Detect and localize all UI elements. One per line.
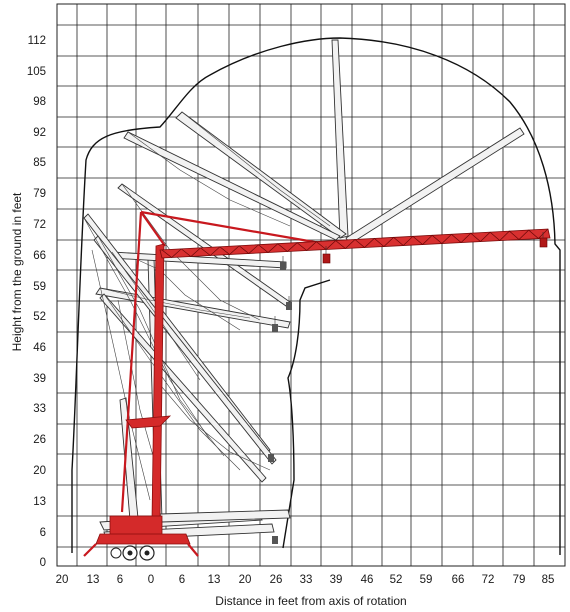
x-tick-label: 59 [420, 574, 433, 586]
y-tick-label: 105 [27, 66, 46, 78]
x-tick-label: 20 [56, 574, 69, 586]
wheels [110, 545, 155, 561]
x-tick-label: 79 [513, 574, 526, 586]
x-tick-label: 13 [87, 574, 100, 586]
red-mast-brace [125, 415, 172, 429]
red-tie-front [140, 211, 166, 247]
y-tick-label: 98 [33, 96, 46, 108]
x-tick-label: 26 [270, 574, 283, 586]
red-jib-truss [161, 228, 549, 258]
jib-low-2 [93, 235, 277, 465]
x-tick-label: 20 [239, 574, 252, 586]
y-tick-label: 112 [28, 35, 46, 47]
y-tick-label: 79 [33, 188, 46, 200]
x-tick-label: 0 [148, 574, 154, 586]
y-tick-label: 0 [40, 557, 46, 569]
y-tick-label: 6 [40, 527, 46, 539]
hook-block-3 [272, 324, 278, 332]
hook-block-2 [286, 302, 292, 310]
highlighted-configuration [83, 210, 551, 557]
x-axis-ticks: 20 13 6 0 6 13 20 26 33 39 46 52 59 66 72 79 85 [56, 574, 555, 586]
y-tick-label: 20 [33, 465, 46, 477]
red-tie-upper [140, 210, 327, 246]
y-tick-label: 13 [33, 496, 46, 508]
x-tick-label: 46 [361, 574, 374, 586]
y-tick-label: 85 [33, 157, 46, 169]
hook-blocks [268, 256, 292, 544]
x-tick-label: 39 [330, 574, 343, 586]
y-tick-label: 26 [33, 434, 46, 446]
x-tick-label: 52 [390, 574, 403, 586]
y-tick-label: 66 [33, 250, 46, 262]
jib-right-up [345, 127, 525, 245]
y-tick-label: 33 [33, 403, 46, 415]
wheel-3 [110, 547, 122, 559]
red-hook-2 [539, 237, 548, 248]
y-tick-label: 39 [33, 373, 46, 385]
x-tick-label: 13 [208, 574, 221, 586]
hook-block-1 [280, 262, 286, 270]
y-tick-label: 72 [33, 219, 46, 231]
x-axis-label: Distance in feet from axis of rotation [215, 594, 406, 608]
x-tick-label: 85 [542, 574, 555, 586]
red-outrigger-left [83, 543, 97, 557]
y-tick-label: 52 [33, 311, 46, 323]
jib-truss-zigzag [161, 228, 549, 258]
red-outrigger-beam [95, 533, 191, 545]
jib-vertical [331, 39, 349, 239]
x-tick-label: 6 [117, 574, 123, 586]
inner-envelope-curve [282, 279, 331, 549]
hook-block-5 [272, 536, 278, 544]
working-range-envelope [71, 37, 561, 555]
y-tick-label: 46 [33, 342, 46, 354]
red-hook-1 [322, 253, 331, 264]
x-tick-label: 72 [482, 574, 495, 586]
jib-high [123, 131, 341, 241]
x-tick-label: 33 [300, 574, 313, 586]
folded-boom-tip [159, 509, 291, 523]
y-tick-label: 59 [33, 281, 46, 293]
hook-block-4 [268, 454, 274, 462]
y-tick-label: 92 [33, 127, 46, 139]
x-tick-label: 6 [179, 574, 185, 586]
red-outrigger-right [187, 543, 199, 557]
jib-low-3 [99, 293, 267, 483]
plot-frame [56, 3, 566, 567]
x-tick-label: 66 [452, 574, 465, 586]
red-tie-rear [120, 211, 143, 513]
red-jib [159, 228, 551, 259]
y-axis-label: Height from the ground in feet [10, 192, 24, 351]
y-axis-ticks: 112 105 98 92 85 79 72 66 59 52 46 39 33 26 20 13 6 0 [27, 35, 46, 569]
